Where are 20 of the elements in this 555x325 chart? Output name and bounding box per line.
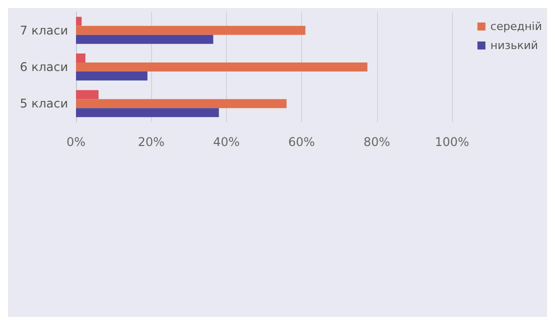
y-tick-label: 7 класи (20, 23, 68, 38)
bar (76, 54, 86, 62)
x-tick-label: 100% (434, 135, 470, 149)
bar (76, 108, 219, 118)
y-tick-label: 6 класи (20, 60, 68, 74)
legend-label: середній (490, 20, 542, 33)
bar (76, 34, 214, 44)
bar (76, 99, 287, 108)
bar (76, 90, 99, 100)
legend-label: низький (490, 39, 538, 52)
bar (76, 72, 148, 80)
x-tick-label: 60% (288, 135, 315, 149)
x-tick-label: 80% (363, 135, 390, 149)
x-tick-label: 0% (66, 135, 86, 149)
y-tick-label: 5 класи (20, 96, 68, 111)
bar (76, 26, 306, 35)
x-tick-label: 20% (138, 135, 165, 149)
bar (76, 16, 82, 26)
x-tick-label: 40% (213, 135, 240, 149)
bar (76, 62, 368, 72)
